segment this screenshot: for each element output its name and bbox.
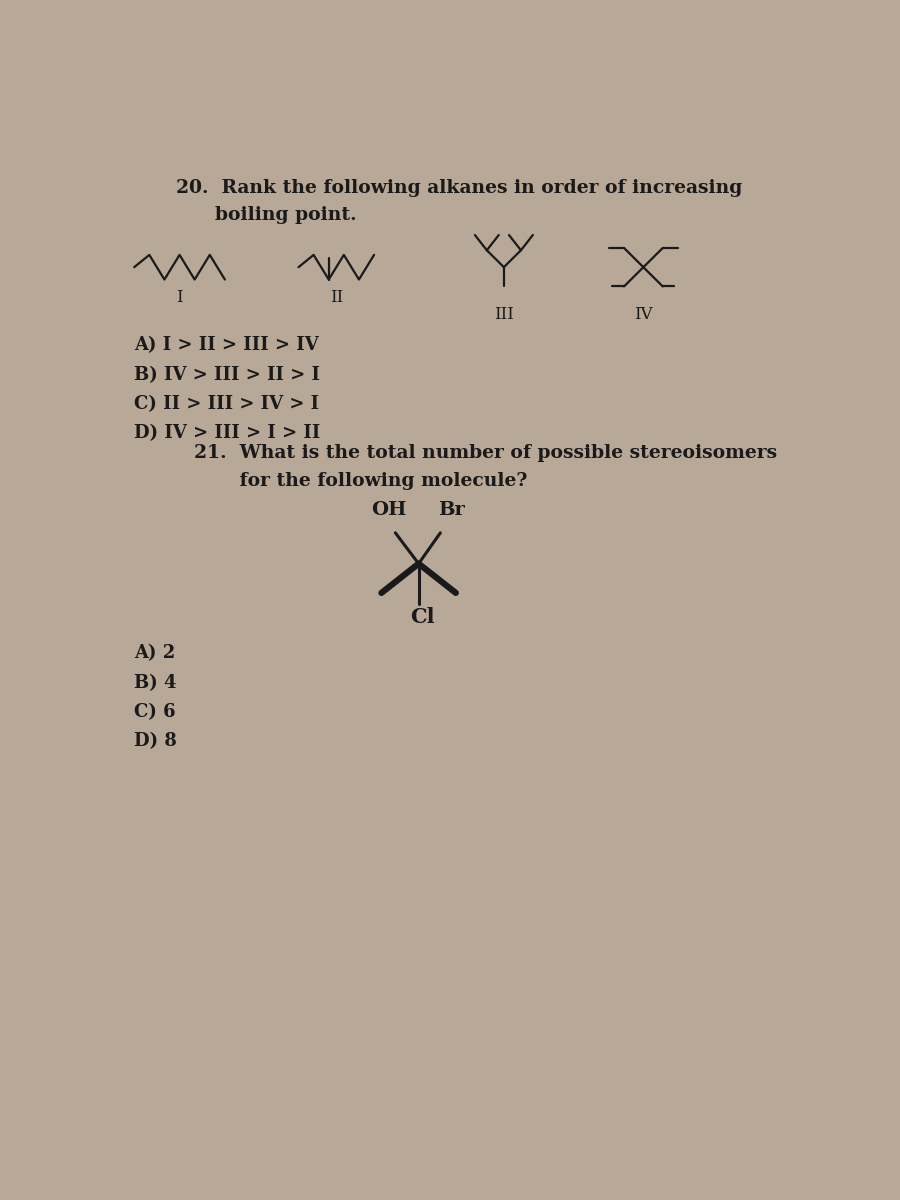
Text: IV: IV	[634, 306, 652, 323]
Text: 21.  What is the total number of possible stereoisomers: 21. What is the total number of possible…	[194, 444, 777, 462]
Text: C) II > III > IV > I: C) II > III > IV > I	[134, 395, 320, 413]
Text: III: III	[494, 306, 514, 323]
Text: C) 6: C) 6	[134, 703, 176, 721]
Text: II: II	[329, 289, 343, 306]
Text: I: I	[176, 289, 183, 306]
Text: boiling point.: boiling point.	[176, 205, 356, 223]
Text: for the following molecule?: for the following molecule?	[194, 472, 527, 490]
Text: B) 4: B) 4	[134, 673, 176, 691]
Text: Br: Br	[437, 500, 464, 518]
Text: Cl: Cl	[410, 607, 435, 626]
Text: D) 8: D) 8	[134, 732, 177, 750]
Text: OH: OH	[372, 500, 407, 518]
Text: A) 2: A) 2	[134, 644, 176, 662]
Text: 20.  Rank the following alkanes in order of increasing: 20. Rank the following alkanes in order …	[176, 179, 742, 197]
Text: D) IV > III > I > II: D) IV > III > I > II	[134, 425, 320, 443]
Text: A) I > II > III > IV: A) I > II > III > IV	[134, 336, 319, 354]
Text: B) IV > III > II > I: B) IV > III > II > I	[134, 366, 320, 384]
